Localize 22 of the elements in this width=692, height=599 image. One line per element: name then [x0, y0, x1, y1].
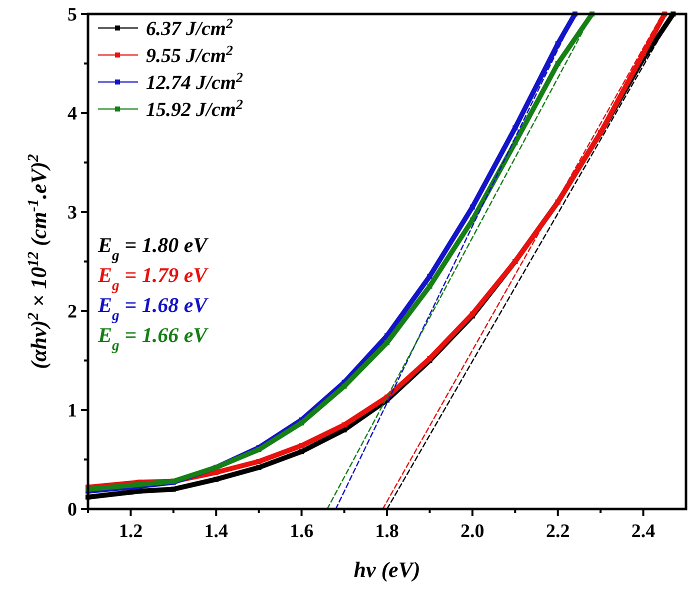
- legend-label: 9.55 J/cm$^{2}$: [146, 44, 233, 67]
- y-tick-label: 3: [68, 202, 77, 224]
- y-tick-label: 4: [68, 104, 78, 125]
- y-tick-label: 0: [68, 500, 77, 521]
- y-tick-label: 1: [68, 400, 77, 422]
- x-tick-label: 1.2: [118, 521, 143, 542]
- annotation: E$_{g}$ = 1.79 eV: [97, 263, 210, 294]
- x-tick-label: 2.2: [546, 521, 570, 542]
- annotation: E$_{g}$ = 1.68 eV: [97, 293, 210, 324]
- x-tick-label: 1.8: [375, 521, 399, 542]
- x-tick-label: 2.4: [631, 521, 656, 542]
- annotation: E$_{g}$ = 1.80 eV: [97, 233, 210, 264]
- legend-label: 15.92 J/cm$^{2}$: [146, 98, 243, 121]
- x-axis-title: hν (eV): [354, 557, 420, 582]
- x-tick-label: 1.6: [290, 521, 314, 542]
- x-tick-label: 1.4: [204, 521, 229, 542]
- legend-label: 12.74 J/cm$^{2}$: [146, 70, 243, 94]
- x-tick-label: 2.0: [460, 521, 484, 542]
- y-tick-label: 2: [68, 302, 77, 323]
- legend-label: 6.37 J/cm$^{2}$: [146, 16, 233, 40]
- y-tick-label: 5: [68, 4, 77, 26]
- annotation: E$_{g}$ = 1.66 eV: [97, 323, 210, 354]
